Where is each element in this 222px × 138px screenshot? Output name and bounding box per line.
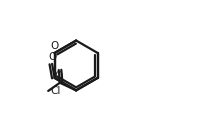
Text: O: O bbox=[55, 71, 63, 81]
Text: O: O bbox=[49, 52, 57, 63]
Text: O: O bbox=[50, 41, 59, 51]
Text: Cl: Cl bbox=[50, 86, 61, 96]
